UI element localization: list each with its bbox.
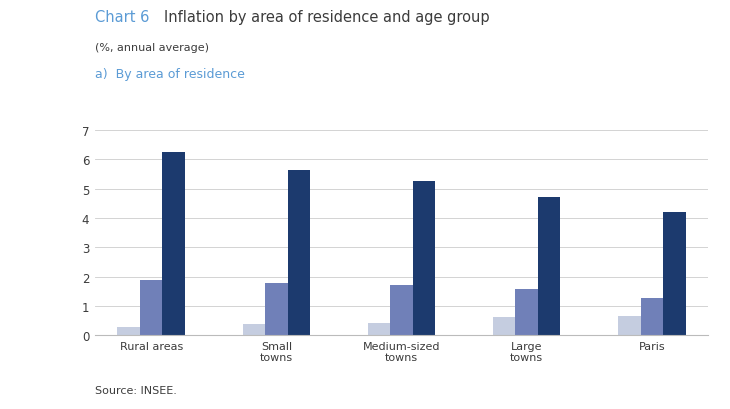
Bar [663, 212, 685, 335]
Text: Source: INSEE.: Source: INSEE. [95, 385, 177, 395]
Bar [242, 324, 265, 335]
Text: Chart 6: Chart 6 [95, 10, 149, 25]
Bar [412, 181, 435, 335]
Bar [515, 290, 538, 335]
Text: a)  By area of residence: a) By area of residence [95, 67, 245, 81]
Bar [618, 317, 640, 335]
Text: (%, annual average): (%, annual average) [95, 43, 209, 53]
Bar [163, 153, 185, 335]
Bar [538, 198, 561, 335]
Text: Inflation by area of residence and age group: Inflation by area of residence and age g… [164, 10, 490, 25]
Bar [391, 286, 412, 335]
Bar [368, 323, 391, 335]
Bar [265, 283, 288, 335]
Bar [118, 327, 140, 335]
Bar [640, 298, 663, 335]
Bar [140, 280, 163, 335]
Bar [288, 170, 310, 335]
Bar [493, 317, 515, 335]
